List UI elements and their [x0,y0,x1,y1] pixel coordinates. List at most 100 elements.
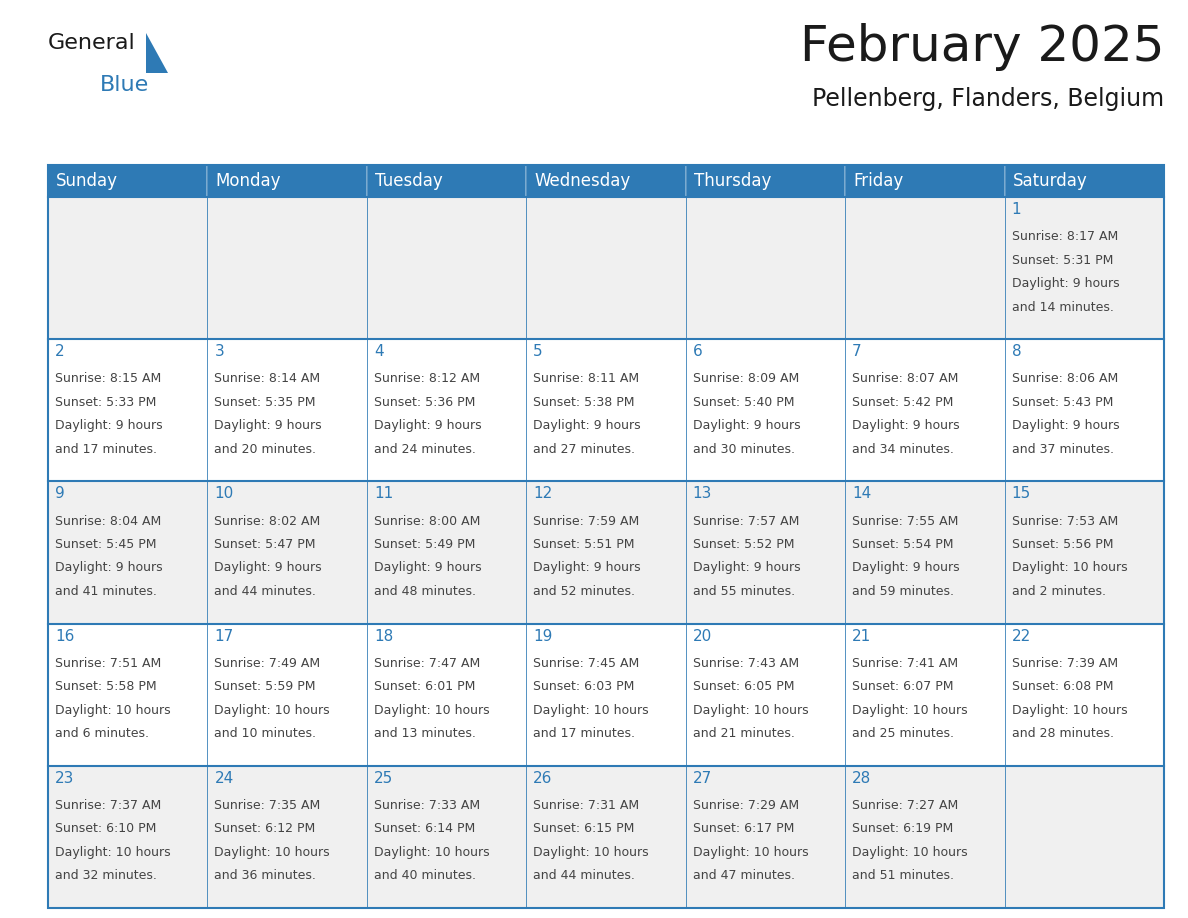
Text: General: General [48,33,135,53]
Text: 3: 3 [214,344,225,359]
Text: Sunrise: 8:11 AM: Sunrise: 8:11 AM [533,373,639,386]
Text: 27: 27 [693,771,712,786]
Text: and 28 minutes.: and 28 minutes. [1011,727,1113,740]
Text: Daylight: 9 hours: Daylight: 9 hours [374,420,481,432]
Text: 24: 24 [214,771,234,786]
Text: Sunset: 6:03 PM: Sunset: 6:03 PM [533,680,634,693]
Text: 8: 8 [1011,344,1022,359]
Text: and 27 minutes.: and 27 minutes. [533,442,636,455]
Text: Sunrise: 7:49 AM: Sunrise: 7:49 AM [214,656,321,670]
Bar [1005,165,1164,197]
Text: Sunrise: 7:55 AM: Sunrise: 7:55 AM [852,515,959,528]
Text: Sunset: 5:54 PM: Sunset: 5:54 PM [852,538,954,551]
Text: Daylight: 9 hours: Daylight: 9 hours [693,562,801,575]
Bar [1005,481,1164,623]
Text: 22: 22 [1011,629,1031,644]
Bar [367,623,526,766]
Text: and 41 minutes.: and 41 minutes. [55,585,157,598]
Text: and 36 minutes.: and 36 minutes. [214,869,316,882]
Text: Sunset: 6:07 PM: Sunset: 6:07 PM [852,680,954,693]
Text: 9: 9 [55,487,65,501]
Text: Sunset: 5:51 PM: Sunset: 5:51 PM [533,538,634,551]
Text: Daylight: 9 hours: Daylight: 9 hours [214,420,322,432]
Text: Daylight: 10 hours: Daylight: 10 hours [374,845,489,859]
Text: Sunrise: 7:47 AM: Sunrise: 7:47 AM [374,656,480,670]
Text: and 32 minutes.: and 32 minutes. [55,869,157,882]
Text: Daylight: 10 hours: Daylight: 10 hours [214,845,330,859]
Text: and 52 minutes.: and 52 minutes. [533,585,636,598]
Bar [685,623,845,766]
Text: 16: 16 [55,629,75,644]
Text: Sunset: 6:17 PM: Sunset: 6:17 PM [693,823,794,835]
Bar [845,766,1005,908]
Text: Sunset: 6:19 PM: Sunset: 6:19 PM [852,823,954,835]
Text: and 14 minutes.: and 14 minutes. [1011,300,1113,314]
Text: Daylight: 10 hours: Daylight: 10 hours [852,845,968,859]
Text: 12: 12 [533,487,552,501]
Text: and 21 minutes.: and 21 minutes. [693,727,795,740]
Text: Daylight: 10 hours: Daylight: 10 hours [693,704,808,717]
Text: Daylight: 9 hours: Daylight: 9 hours [1011,420,1119,432]
Text: Sunrise: 8:07 AM: Sunrise: 8:07 AM [852,373,959,386]
Bar [1005,339,1164,481]
Text: Daylight: 9 hours: Daylight: 9 hours [693,420,801,432]
Bar [845,339,1005,481]
Text: and 55 minutes.: and 55 minutes. [693,585,795,598]
Text: Sunrise: 7:41 AM: Sunrise: 7:41 AM [852,656,959,670]
Bar [208,623,367,766]
Text: Daylight: 9 hours: Daylight: 9 hours [55,420,163,432]
Text: Thursday: Thursday [694,172,771,190]
Text: Sunrise: 7:39 AM: Sunrise: 7:39 AM [1011,656,1118,670]
Text: Sunrise: 8:04 AM: Sunrise: 8:04 AM [55,515,162,528]
Text: Sunrise: 8:15 AM: Sunrise: 8:15 AM [55,373,162,386]
Text: Daylight: 9 hours: Daylight: 9 hours [374,562,481,575]
Text: and 2 minutes.: and 2 minutes. [1011,585,1106,598]
Text: 10: 10 [214,487,234,501]
Text: Sunset: 5:59 PM: Sunset: 5:59 PM [214,680,316,693]
Text: and 59 minutes.: and 59 minutes. [852,585,954,598]
Bar [526,165,685,197]
Text: Sunrise: 7:53 AM: Sunrise: 7:53 AM [1011,515,1118,528]
Text: Sunset: 5:40 PM: Sunset: 5:40 PM [693,396,795,409]
Text: Sunset: 6:01 PM: Sunset: 6:01 PM [374,680,475,693]
Text: Sunset: 5:33 PM: Sunset: 5:33 PM [55,396,157,409]
Text: 25: 25 [374,771,393,786]
Bar [208,766,367,908]
Bar [685,339,845,481]
Text: Daylight: 10 hours: Daylight: 10 hours [693,845,808,859]
Text: Daylight: 10 hours: Daylight: 10 hours [533,845,649,859]
Text: 21: 21 [852,629,871,644]
Text: Daylight: 10 hours: Daylight: 10 hours [1011,704,1127,717]
Text: and 25 minutes.: and 25 minutes. [852,727,954,740]
Text: Sunrise: 7:31 AM: Sunrise: 7:31 AM [533,799,639,812]
Bar [48,481,208,623]
Bar [845,197,1005,339]
Text: Daylight: 9 hours: Daylight: 9 hours [1011,277,1119,290]
Text: Sunset: 5:36 PM: Sunset: 5:36 PM [374,396,475,409]
Bar [685,197,845,339]
Text: 26: 26 [533,771,552,786]
Text: and 37 minutes.: and 37 minutes. [1011,442,1113,455]
Bar [367,197,526,339]
Text: Daylight: 10 hours: Daylight: 10 hours [852,704,968,717]
Text: Daylight: 9 hours: Daylight: 9 hours [533,420,640,432]
Text: and 44 minutes.: and 44 minutes. [533,869,636,882]
Text: Sunset: 5:56 PM: Sunset: 5:56 PM [1011,538,1113,551]
Text: Daylight: 9 hours: Daylight: 9 hours [852,562,960,575]
Bar [845,165,1005,197]
Bar [845,481,1005,623]
Text: and 13 minutes.: and 13 minutes. [374,727,475,740]
Text: and 40 minutes.: and 40 minutes. [374,869,476,882]
Text: Sunset: 6:08 PM: Sunset: 6:08 PM [1011,680,1113,693]
Text: Sunset: 5:43 PM: Sunset: 5:43 PM [1011,396,1113,409]
Text: and 6 minutes.: and 6 minutes. [55,727,148,740]
Text: Daylight: 10 hours: Daylight: 10 hours [374,704,489,717]
Bar [1005,766,1164,908]
Bar [48,623,208,766]
Text: Daylight: 10 hours: Daylight: 10 hours [214,704,330,717]
Bar [367,766,526,908]
Text: Sunrise: 8:14 AM: Sunrise: 8:14 AM [214,373,321,386]
Bar [48,165,208,197]
Text: Pellenberg, Flanders, Belgium: Pellenberg, Flanders, Belgium [811,87,1164,111]
Text: Daylight: 9 hours: Daylight: 9 hours [55,562,163,575]
